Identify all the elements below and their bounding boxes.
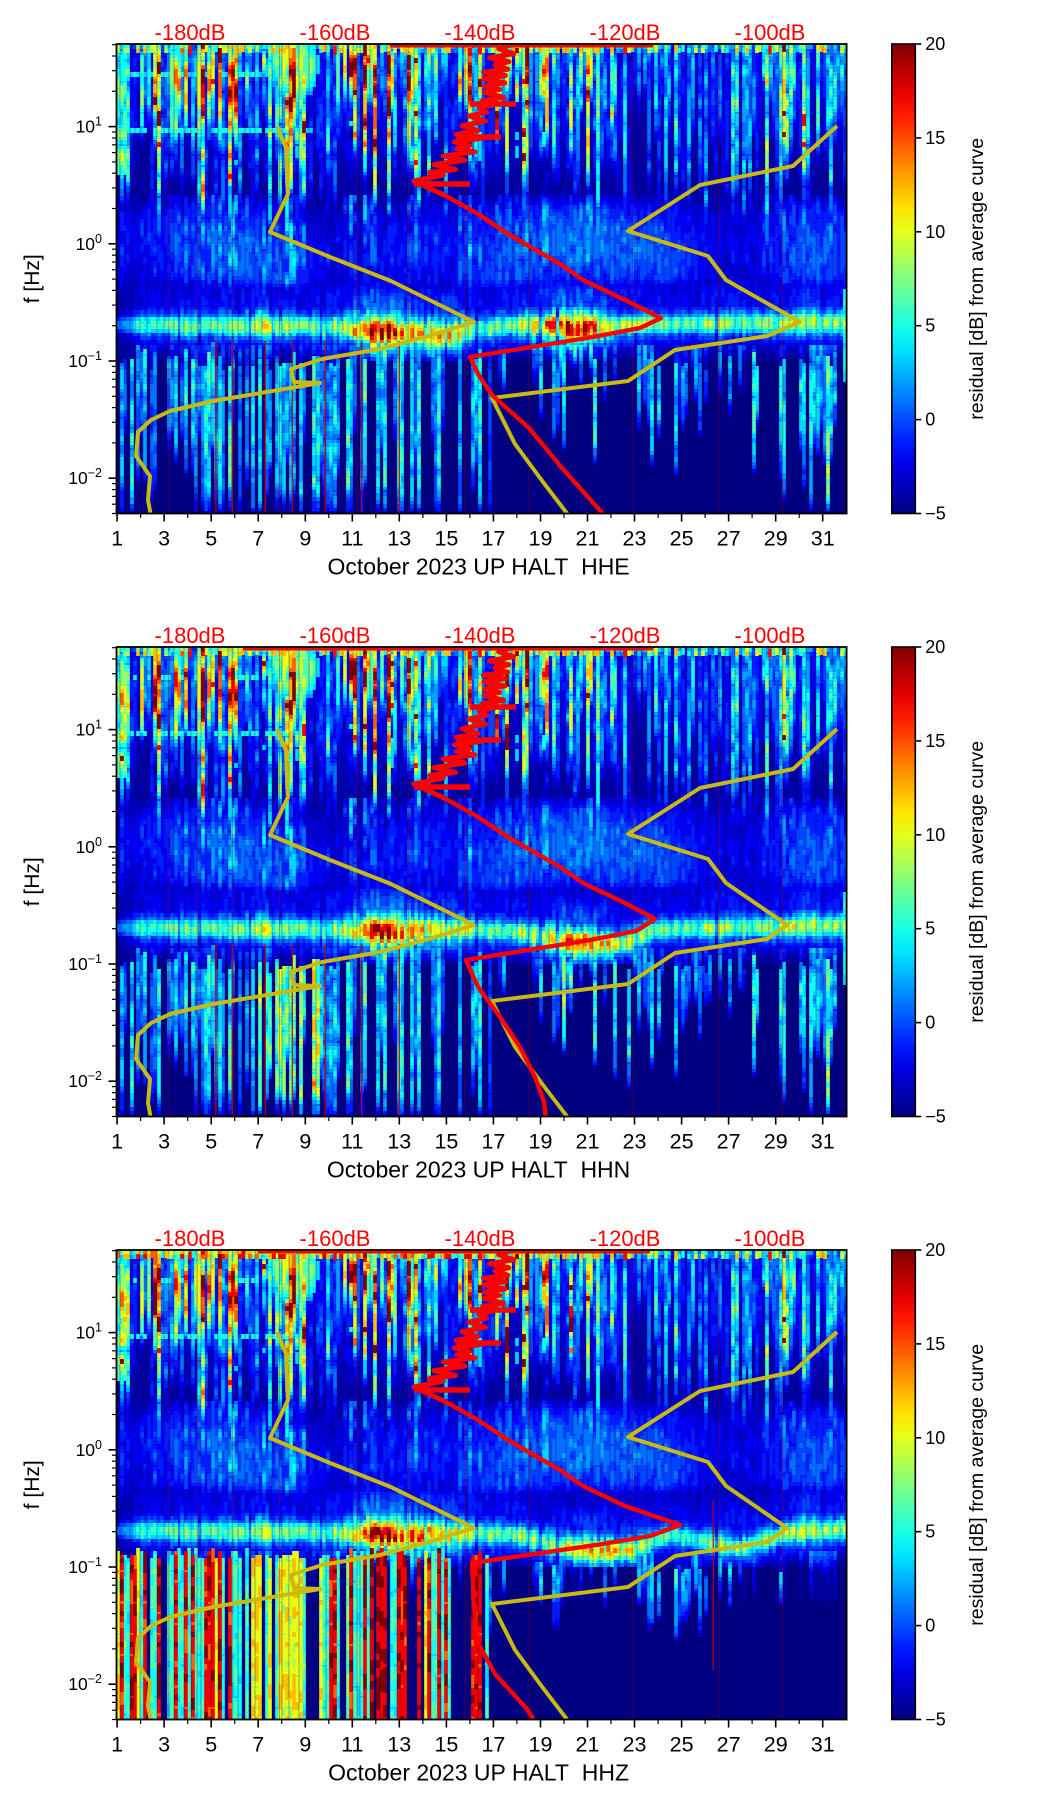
svg-text:−5: −5 bbox=[925, 1710, 946, 1730]
svg-text:10: 10 bbox=[925, 1428, 945, 1448]
svg-text:f [Hz]: f [Hz] bbox=[21, 1460, 44, 1509]
svg-text:3: 3 bbox=[158, 1733, 170, 1757]
svg-text:-140dB: -140dB bbox=[445, 20, 516, 45]
svg-text:17: 17 bbox=[481, 1733, 505, 1757]
svg-text:9: 9 bbox=[299, 1130, 311, 1154]
svg-text:0: 0 bbox=[925, 1013, 935, 1033]
svg-text:15: 15 bbox=[434, 527, 458, 551]
svg-text:-180dB: -180dB bbox=[155, 20, 226, 45]
svg-text:1: 1 bbox=[111, 1130, 123, 1154]
svg-text:27: 27 bbox=[717, 527, 741, 551]
svg-text:19: 19 bbox=[529, 527, 553, 551]
svg-text:0: 0 bbox=[925, 1616, 935, 1636]
svg-text:20: 20 bbox=[925, 637, 945, 657]
svg-text:31: 31 bbox=[811, 527, 835, 551]
svg-text:13: 13 bbox=[387, 1130, 411, 1154]
svg-text:5: 5 bbox=[925, 316, 935, 336]
svg-text:15: 15 bbox=[925, 731, 945, 751]
svg-text:11: 11 bbox=[341, 527, 363, 551]
svg-text:23: 23 bbox=[623, 527, 647, 551]
svg-text:-140dB: -140dB bbox=[445, 1226, 516, 1251]
svg-text:3: 3 bbox=[158, 1130, 170, 1154]
svg-text:October 2023 UP HALT HHN: October 2023 UP HALT HHN bbox=[327, 1157, 630, 1183]
svg-text:9: 9 bbox=[299, 1733, 311, 1757]
svg-text:-140dB: -140dB bbox=[445, 623, 516, 648]
svg-text:-120dB: -120dB bbox=[590, 1226, 661, 1251]
svg-text:-160dB: -160dB bbox=[300, 623, 371, 648]
svg-text:27: 27 bbox=[717, 1130, 741, 1154]
svg-text:7: 7 bbox=[252, 1733, 264, 1757]
svg-text:-160dB: -160dB bbox=[300, 1226, 371, 1251]
svg-text:13: 13 bbox=[387, 527, 411, 551]
svg-text:29: 29 bbox=[764, 1733, 788, 1757]
svg-text:-100dB: -100dB bbox=[735, 20, 806, 45]
svg-text:residual [dB] from average cur: residual [dB] from average curve bbox=[966, 138, 988, 420]
svg-text:25: 25 bbox=[670, 527, 694, 551]
svg-text:23: 23 bbox=[623, 1130, 647, 1154]
svg-text:25: 25 bbox=[670, 1130, 694, 1154]
svg-text:7: 7 bbox=[252, 1130, 264, 1154]
svg-text:15: 15 bbox=[434, 1130, 458, 1154]
svg-text:15: 15 bbox=[925, 1334, 945, 1354]
svg-text:residual [dB] from average cur: residual [dB] from average curve bbox=[966, 1344, 988, 1626]
svg-text:0: 0 bbox=[925, 410, 935, 430]
svg-text:23: 23 bbox=[623, 1733, 647, 1757]
svg-text:−5: −5 bbox=[925, 1107, 946, 1127]
svg-text:21: 21 bbox=[576, 1733, 600, 1757]
svg-text:21: 21 bbox=[576, 527, 600, 551]
svg-text:5: 5 bbox=[205, 527, 217, 551]
svg-text:-120dB: -120dB bbox=[590, 20, 661, 45]
svg-text:11: 11 bbox=[341, 1130, 363, 1154]
svg-text:5: 5 bbox=[205, 1733, 217, 1757]
svg-text:17: 17 bbox=[481, 1130, 505, 1154]
svg-text:10: 10 bbox=[925, 222, 945, 242]
svg-text:31: 31 bbox=[811, 1733, 835, 1757]
svg-text:20: 20 bbox=[925, 34, 945, 54]
svg-text:29: 29 bbox=[764, 1130, 788, 1154]
svg-text:19: 19 bbox=[529, 1733, 553, 1757]
svg-text:10: 10 bbox=[925, 825, 945, 845]
svg-text:-100dB: -100dB bbox=[735, 623, 806, 648]
svg-text:−5: −5 bbox=[925, 504, 946, 524]
svg-text:7: 7 bbox=[252, 527, 264, 551]
svg-text:27: 27 bbox=[717, 1733, 741, 1757]
svg-text:5: 5 bbox=[925, 919, 935, 939]
svg-text:3: 3 bbox=[158, 527, 170, 551]
svg-text:17: 17 bbox=[481, 527, 505, 551]
svg-text:9: 9 bbox=[299, 527, 311, 551]
svg-text:19: 19 bbox=[529, 1130, 553, 1154]
svg-text:-100dB: -100dB bbox=[735, 1226, 806, 1251]
svg-text:11: 11 bbox=[341, 1733, 363, 1757]
svg-text:f [Hz]: f [Hz] bbox=[21, 254, 44, 303]
svg-text:October 2023 UP HALT HHE: October 2023 UP HALT HHE bbox=[328, 554, 630, 580]
svg-text:-120dB: -120dB bbox=[590, 623, 661, 648]
svg-text:residual [dB] from average cur: residual [dB] from average curve bbox=[966, 741, 988, 1023]
svg-text:1: 1 bbox=[111, 1733, 123, 1757]
svg-text:-180dB: -180dB bbox=[155, 1226, 226, 1251]
svg-text:-160dB: -160dB bbox=[300, 20, 371, 45]
svg-text:October 2023 UP HALT HHZ: October 2023 UP HALT HHZ bbox=[328, 1760, 629, 1786]
svg-text:25: 25 bbox=[670, 1733, 694, 1757]
svg-text:5: 5 bbox=[925, 1522, 935, 1542]
svg-text:f [Hz]: f [Hz] bbox=[21, 857, 44, 906]
svg-text:13: 13 bbox=[387, 1733, 411, 1757]
svg-text:29: 29 bbox=[764, 527, 788, 551]
svg-text:1: 1 bbox=[111, 527, 123, 551]
svg-text:-180dB: -180dB bbox=[155, 623, 226, 648]
svg-text:20: 20 bbox=[925, 1240, 945, 1260]
svg-text:15: 15 bbox=[925, 128, 945, 148]
svg-text:5: 5 bbox=[205, 1130, 217, 1154]
svg-text:21: 21 bbox=[576, 1130, 600, 1154]
svg-text:31: 31 bbox=[811, 1130, 835, 1154]
svg-text:15: 15 bbox=[434, 1733, 458, 1757]
